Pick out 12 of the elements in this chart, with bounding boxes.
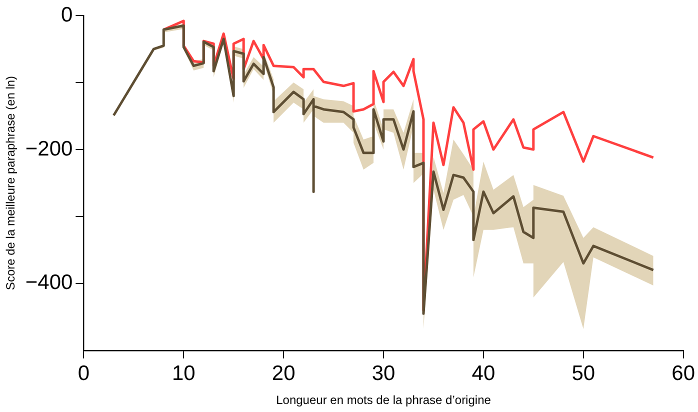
x-tick-label: 40 [472,362,496,385]
y-tick-label: 0 [61,3,73,26]
x-axis-title: Longueur en mots de la phrase d’origine [276,393,492,408]
x-tick-label: 20 [272,362,296,385]
x-tick-label: 0 [78,362,90,385]
y-tick-label: −200 [25,137,73,160]
x-tick-label: 60 [672,362,695,385]
y-tick-label: −400 [25,271,73,294]
y-axis-title: Score de la meilleure paraphrase (en ln) [4,76,18,290]
x-tick-label: 50 [572,362,596,385]
x-tick-label: 30 [372,362,396,385]
x-tick-label: 10 [172,362,196,385]
